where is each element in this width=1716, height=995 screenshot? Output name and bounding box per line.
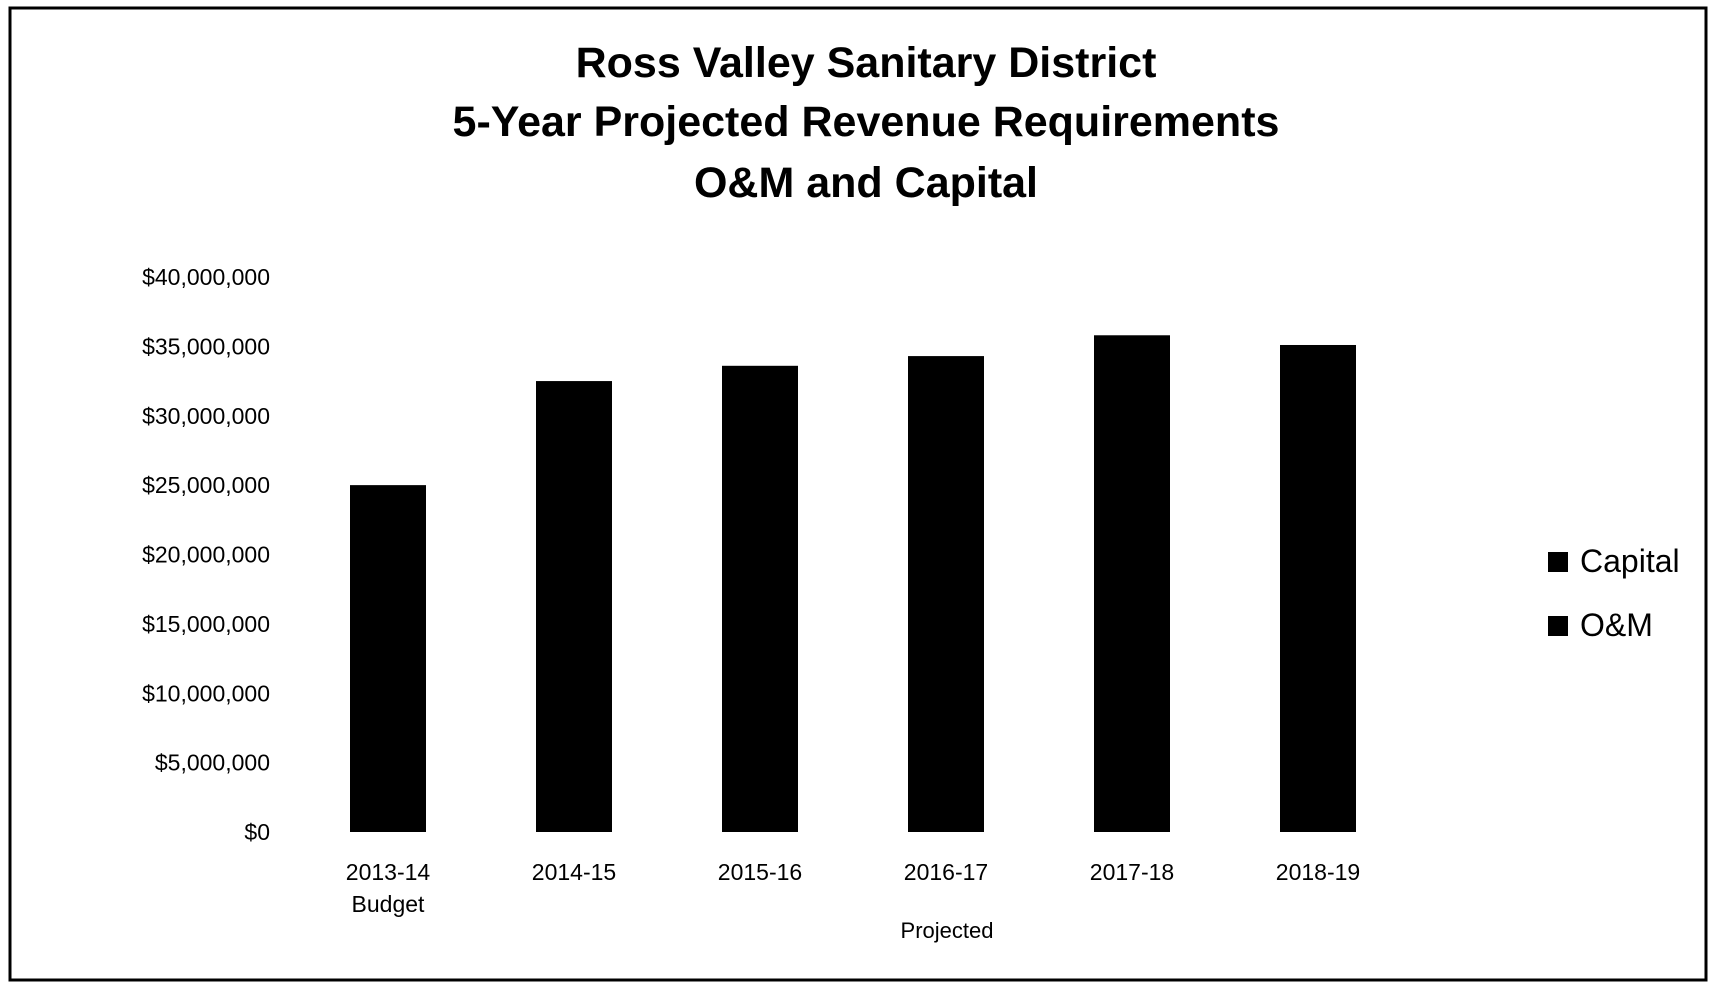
y-tick-label: $35,000,000 [142, 333, 270, 359]
bar-2016-17 [908, 356, 984, 832]
y-tick-label: $30,000,000 [142, 403, 270, 429]
chart-frame [8, 6, 1708, 982]
x-tick-label: 2015-16 [718, 859, 802, 885]
y-tick-label: $10,000,000 [142, 680, 270, 706]
y-tick-label: $5,000,000 [155, 750, 270, 776]
legend: Capital O&M [1548, 543, 1680, 643]
y-tick-label: $40,000,000 [142, 264, 270, 290]
y-tick-label: $20,000,000 [142, 542, 270, 568]
bar-2017-18 [1094, 335, 1170, 832]
legend-label: Capital [1580, 543, 1680, 579]
bar-series [350, 335, 1356, 832]
legend-swatch [1548, 616, 1568, 636]
y-tick-label: $0 [244, 819, 270, 845]
x-axis-title: Projected [901, 918, 994, 943]
x-tick-label: 2018-19 [1276, 859, 1360, 885]
title-line-3: O&M and Capital [694, 159, 1038, 207]
chart-title: Ross Valley Sanitary District 5-Year Pro… [453, 39, 1280, 207]
title-line-1: Ross Valley Sanitary District [576, 39, 1157, 87]
legend-swatch [1548, 552, 1568, 572]
bar-2014-15 [536, 381, 612, 832]
y-tick-label: $15,000,000 [142, 611, 270, 637]
legend-label: O&M [1580, 607, 1653, 643]
bar-2015-16 [722, 365, 798, 832]
bar-2018-19 [1280, 344, 1356, 832]
title-line-2: 5-Year Projected Revenue Requirements [453, 98, 1280, 146]
x-tick-label: 2016-17 [904, 859, 988, 885]
bar-2013-14 [350, 485, 426, 832]
x-tick-sublabel: Budget [352, 891, 426, 917]
y-axis: $0 $5,000,000 $10,000,000 $15,000,000 $20,00… [142, 264, 270, 845]
x-tick-label: 2014-15 [532, 859, 616, 885]
x-tick-label: 2017-18 [1090, 859, 1174, 885]
x-axis: 2013-14 Budget 2014-15 2015-16 2016-17 2017-1… [346, 859, 1360, 917]
y-tick-label: $25,000,000 [142, 472, 270, 498]
x-tick-label: 2013-14 [346, 859, 431, 885]
